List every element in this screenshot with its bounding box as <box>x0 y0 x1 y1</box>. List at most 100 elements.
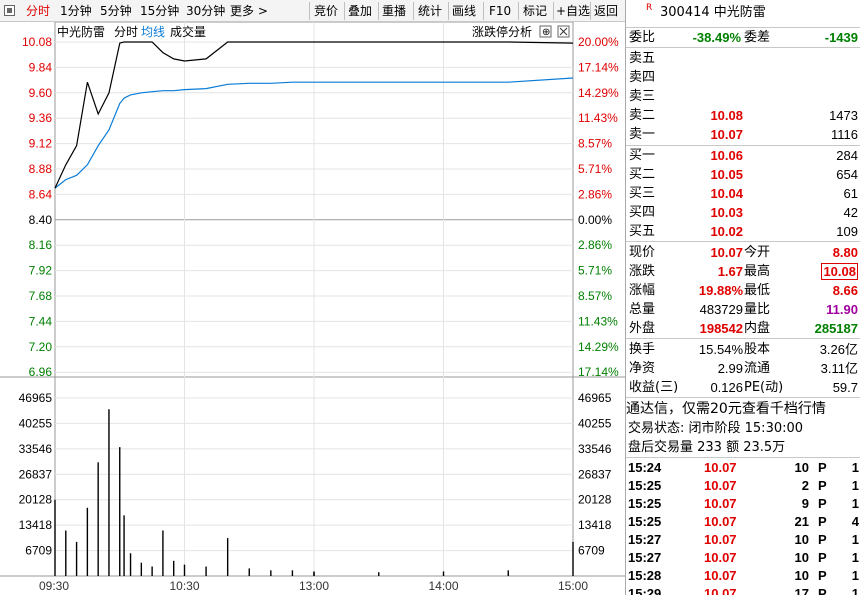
close-chart-icon[interactable] <box>557 25 570 38</box>
percent-tick-label: 5.71% <box>578 264 612 278</box>
analysis-settings-icon[interactable]: ⊕ <box>539 25 552 38</box>
stat-value: 10.07 <box>710 245 743 260</box>
order-price: 10.05 <box>710 167 743 182</box>
tab-1min[interactable]: 1分钟 <box>60 4 92 18</box>
tick-time: 15:27 <box>628 532 662 547</box>
tick-row: 15:25 10.07 21 P 4 <box>626 513 860 531</box>
tab-30min[interactable]: 30分钟 <box>186 4 226 18</box>
time-tick-label: 15:00 <box>558 579 588 593</box>
svg-text:⊕: ⊕ <box>542 27 550 38</box>
tab-15min[interactable]: 15分钟 <box>140 4 180 18</box>
tick-volume: 10 <box>794 532 809 547</box>
stock-name-label: 中光防雷 <box>57 24 105 39</box>
back-button[interactable]: 返回 <box>594 4 619 18</box>
stat-label: 外盘 <box>629 321 656 336</box>
margin-badge: R <box>646 3 653 13</box>
price-tick-label: 9.36 <box>29 111 53 125</box>
stat-label: 最低 <box>744 283 771 298</box>
stat-label: 量比 <box>744 302 771 317</box>
bid-row[interactable]: 买一 10.06 284 <box>626 146 860 165</box>
stat-value: 483729 <box>699 302 743 317</box>
ask-row[interactable]: 卖三 <box>626 87 860 106</box>
tick-price: 10.07 <box>704 478 737 493</box>
stat-value: 10.08 <box>821 263 858 280</box>
tick-time: 15:25 <box>628 478 662 493</box>
intraday-chart[interactable]: 10.08 9.84 9.60 9.36 9.12 8.88 8.64 8.40 8.16 7.9… <box>0 22 625 595</box>
f10-button[interactable]: F10 <box>489 4 512 18</box>
stat-row: 涨跌 1.67 最高 10.08 <box>626 262 860 281</box>
tick-row: 15:27 10.07 10 P 1 <box>626 531 860 549</box>
tick-count: 1 <box>851 550 859 565</box>
tick-row: 15:24 10.07 10 P 1 <box>626 459 860 477</box>
order-price: 10.02 <box>710 224 743 239</box>
ask-row[interactable]: 卖一 10.07 1116 <box>626 125 860 144</box>
tick-flag: P <box>818 460 827 475</box>
stat-label: PE(动) <box>744 380 784 395</box>
volume-tick-label: 6709 <box>578 544 605 558</box>
order-price: 10.07 <box>710 127 743 142</box>
stat-value: 59.7 <box>832 380 858 395</box>
stat-row: 外盘 198542 内盘 285187 <box>626 319 860 338</box>
tick-time: 15:25 <box>628 514 662 529</box>
panel-toggle-icon[interactable] <box>4 5 15 16</box>
ask-row[interactable]: 卖四 <box>626 68 860 87</box>
volume-tick-label: 26837 <box>578 467 612 481</box>
stat-row: 涨幅 19.88% 最低 8.66 <box>626 281 860 300</box>
tab-5min[interactable]: 5分钟 <box>100 4 132 18</box>
tab-fenshi[interactable]: 分时 <box>26 4 51 18</box>
volume-tick-label: 6709 <box>25 544 52 558</box>
volume-tick-label: 33546 <box>578 442 612 456</box>
tick-row: 15:25 10.07 2 P 1 <box>626 477 860 495</box>
mark-button[interactable]: 标记 <box>523 4 548 18</box>
tick-price: 10.07 <box>704 514 737 529</box>
diejia-button[interactable]: 叠加 <box>348 4 373 18</box>
bid-row[interactable]: 买二 10.05 654 <box>626 165 860 184</box>
tick-volume: 10 <box>794 568 809 583</box>
order-level-label: 卖三 <box>629 89 656 104</box>
after-hours-volume: 盘后交易量 233 额 23.5万 <box>628 440 786 455</box>
time-tick-label: 13:00 <box>299 579 329 593</box>
legend-avg: 均线 <box>141 25 165 39</box>
bid-row[interactable]: 买五 10.02 109 <box>626 222 860 241</box>
bid-row[interactable]: 买三 10.04 61 <box>626 184 860 203</box>
replay-button[interactable]: 重播 <box>382 4 407 18</box>
jingjia-button[interactable]: 竞价 <box>314 4 339 18</box>
stat-label: 最高 <box>744 264 771 279</box>
limit-analysis-button[interactable]: 涨跌停分析 <box>472 24 532 39</box>
tick-flag: P <box>818 496 827 511</box>
order-level-label: 卖二 <box>629 108 656 123</box>
volume-tick-label: 13418 <box>19 518 53 532</box>
stat-value: 285187 <box>814 321 858 336</box>
price-tick-label: 10.08 <box>22 35 52 49</box>
add-favorite-button[interactable]: +自选 <box>556 4 591 18</box>
stat-value: 19.88% <box>698 283 743 298</box>
percent-tick-label: 2.86% <box>578 238 612 252</box>
tab-more[interactable]: 更多 > <box>230 4 268 18</box>
percent-tick-label: 5.71% <box>578 162 612 176</box>
order-volume: 42 <box>843 205 858 220</box>
bid-row[interactable]: 买四 10.03 42 <box>626 203 860 222</box>
fundamental-row: 换手 15.54% 股本 3.26亿 <box>626 340 860 359</box>
volume-bars <box>54 409 574 576</box>
promo-banner[interactable]: 通达信，仅需20元查看千档行情 <box>626 401 826 417</box>
tick-price: 10.07 <box>704 586 737 595</box>
order-price: 10.08 <box>710 108 743 123</box>
price-tick-label: 9.12 <box>29 137 53 151</box>
tick-flag: P <box>818 514 827 529</box>
weibi-row: 委比 -38.49% 委差 -1439 <box>629 30 858 45</box>
percent-tick-label: 17.14% <box>578 365 619 379</box>
price-tick-label: 7.92 <box>29 264 53 278</box>
draw-line-button[interactable]: 画线 <box>452 4 477 18</box>
volume-tick-label: 46965 <box>19 391 53 405</box>
percent-tick-label: 8.57% <box>578 289 612 303</box>
stat-value: 15.54% <box>698 342 743 357</box>
ask-row[interactable]: 卖二 10.08 1473 <box>626 106 860 125</box>
stats-button[interactable]: 统计 <box>418 4 443 18</box>
tick-volume: 21 <box>794 514 809 529</box>
ask-row[interactable]: 卖五 <box>626 49 860 68</box>
order-level-label: 买一 <box>629 148 656 163</box>
percent-tick-label: 8.57% <box>578 137 612 151</box>
order-volume: 1116 <box>831 127 858 142</box>
percent-tick-label: 14.29% <box>578 86 619 100</box>
price-tick-label: 8.40 <box>29 213 53 227</box>
